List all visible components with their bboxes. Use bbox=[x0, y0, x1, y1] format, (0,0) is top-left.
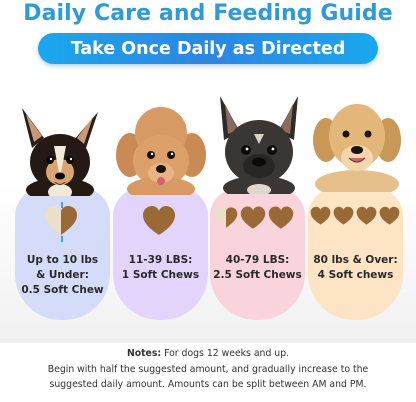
french-bulldog-image bbox=[220, 96, 298, 194]
chew-icon bbox=[333, 206, 354, 225]
tier-caption-line: 11-39 LBS: bbox=[128, 254, 193, 266]
half-chew-icon bbox=[45, 206, 77, 235]
chews-small bbox=[44, 205, 78, 237]
chews-large bbox=[214, 205, 294, 231]
notes-text: For dogs 12 weeks and up. bbox=[164, 348, 290, 359]
poodle-dog-image bbox=[116, 107, 206, 195]
notes-line-1: Notes: For dogs 12 weeks and up. bbox=[0, 346, 416, 362]
tier-caption-line: 80 lbs & Over: bbox=[313, 254, 398, 266]
tier-caption-medium: 11-39 LBS: 1 Soft Chews bbox=[113, 253, 208, 283]
tier-caption-line: 4 Soft chews bbox=[317, 269, 394, 281]
chihuahua-dog-image bbox=[22, 108, 98, 196]
chew-icon bbox=[379, 206, 400, 225]
chew-icon bbox=[356, 206, 377, 225]
chews-medium bbox=[142, 205, 176, 237]
tier-caption-line: 2.5 Soft Chews bbox=[213, 269, 302, 281]
chew-icon bbox=[143, 206, 175, 235]
notes-line-2: Begin with half the suggested amount, an… bbox=[47, 363, 369, 375]
directions-banner: Take Once Daily as Directed bbox=[38, 33, 378, 64]
tier-caption-line: 0.5 Soft Chew bbox=[21, 284, 104, 296]
tier-caption-line: & Under: bbox=[36, 269, 89, 281]
tier-caption-large: 40-79 LBS: 2.5 Soft Chews bbox=[210, 253, 305, 283]
tier-caption-line: 40-79 LBS: bbox=[225, 254, 290, 266]
tier-caption-small: Up to 10 lbs & Under: 0.5 Soft Chew bbox=[15, 253, 110, 298]
tier-caption-line: Up to 10 lbs bbox=[26, 254, 99, 266]
chew-icon bbox=[268, 206, 294, 229]
chews-xlarge bbox=[310, 205, 400, 227]
notes-line-3: suggested daily amount. Amounts can be s… bbox=[49, 379, 367, 390]
half-chew-icon bbox=[214, 207, 238, 228]
golden-retriever-image bbox=[313, 104, 401, 192]
notes-section: Notes: For dogs 12 weeks and up. Begin w… bbox=[0, 346, 416, 393]
tier-caption-line: 1 Soft Chews bbox=[121, 269, 200, 281]
chew-icon bbox=[310, 206, 331, 225]
tier-caption-xlarge: 80 lbs & Over: 4 Soft chews bbox=[308, 253, 403, 283]
notes-label: Notes: bbox=[126, 348, 162, 359]
directions-banner-text: Take Once Daily as Directed bbox=[70, 38, 346, 59]
chew-icon bbox=[240, 206, 266, 229]
page-title: Daily Care and Feeding Guide bbox=[23, 1, 393, 26]
